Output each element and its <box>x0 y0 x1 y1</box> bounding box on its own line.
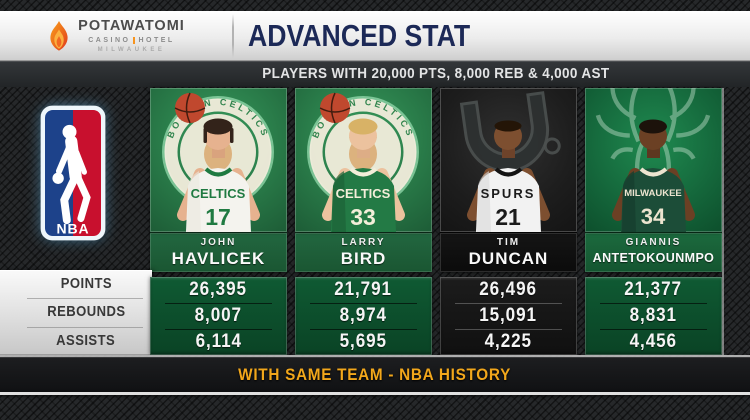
rebounds-value: 8,831 <box>629 305 678 326</box>
player-first-name: LARRY <box>341 237 386 248</box>
right-edge-highlight <box>722 88 724 355</box>
stat-value-row: 5,695 <box>295 329 432 355</box>
jersey-wordmark: SPURS <box>481 186 536 201</box>
player-illustration-havlicek: BOSTON CELTICS CEL <box>162 92 274 232</box>
jersey-wordmark: CELTICS <box>191 186 246 201</box>
nba-logo: NBA <box>38 103 108 243</box>
stat-label-row: REBOUNDS <box>0 298 152 326</box>
stat-value-row: 26,395 <box>150 277 287 303</box>
header-divider <box>232 14 234 58</box>
stat-value-row: 4,456 <box>585 329 722 355</box>
stat-label-assists: ASSISTS <box>56 332 116 349</box>
sponsor-subline: CASINO HOTEL <box>88 37 174 45</box>
player-illustration-duncan: SPURS 21 <box>459 91 561 232</box>
player-last-name: BIRD <box>340 249 387 268</box>
footer-bottom-divider <box>0 392 750 395</box>
jersey-number: 34 <box>641 204 666 229</box>
sponsor-pipe-divider <box>133 37 136 45</box>
sponsor-city: MILWAUKEE <box>97 46 166 53</box>
nba-logo-icon: NBA <box>40 105 106 241</box>
jersey-number: 21 <box>495 204 521 230</box>
player-illustration-bird: BOSTON CELTICS CELTICS 33 <box>307 92 419 232</box>
nba-logo-label: NBA <box>57 220 90 236</box>
stat-value-row: 15,091 <box>440 303 577 329</box>
points-value: 26,395 <box>189 279 248 300</box>
sponsor-casino: CASINO <box>88 36 131 44</box>
player-last-name: DUNCAN <box>468 249 549 268</box>
points-value: 21,377 <box>624 279 683 300</box>
nameplate-havlicek: JOHN HAVLICEK <box>150 232 287 272</box>
player-photo-havlicek: BOSTON CELTICS CEL <box>150 88 287 232</box>
stat-value-row: 4,225 <box>440 329 577 355</box>
nameplate-bird: LARRY BIRD <box>295 232 432 272</box>
stat-label-row: ASSISTS <box>0 326 152 355</box>
player-figure: CELTICS 17 <box>177 118 260 232</box>
stat-value-row: 6,114 <box>150 329 287 355</box>
jersey-number: 33 <box>350 204 376 230</box>
header-bar: POTAWATOMI CASINO HOTEL MILWAUKEE ADVANC… <box>0 11 750 61</box>
stat-value-row: 21,791 <box>295 277 432 303</box>
stats-cell-havlicek: 26,395 8,007 6,114 <box>150 277 287 355</box>
assists-value: 4,456 <box>629 331 678 352</box>
player-first-name: GIANNIS <box>625 237 682 248</box>
stat-label-row: POINTS <box>0 270 152 298</box>
assists-value: 6,114 <box>195 331 242 352</box>
sponsor-logo: POTAWATOMI CASINO HOTEL MILWAUKEE <box>0 11 232 61</box>
player-photo-duncan: SPURS 21 <box>440 88 577 232</box>
jersey-number: 17 <box>205 204 231 230</box>
rebounds-value: 8,007 <box>194 305 243 326</box>
player-last-name: HAVLICEK <box>171 249 266 268</box>
stats-cell-bird: 21,791 8,974 5,695 <box>295 277 432 355</box>
jersey-wordmark: MILWAUKEE <box>624 188 682 199</box>
sponsor-text: POTAWATOMI CASINO HOTEL MILWAUKEE <box>78 17 185 53</box>
subheader-bar: PLAYERS WITH 20,000 PTS, 8,000 REB & 4,0… <box>0 61 750 87</box>
stat-value-row: 26,496 <box>440 277 577 303</box>
assists-value: 5,695 <box>339 331 388 352</box>
points-value: 26,496 <box>479 279 538 300</box>
stats-cell-antetokounmpo: 21,377 8,831 4,456 <box>585 277 722 355</box>
player-card-havlicek: BOSTON CELTICS CEL <box>150 88 287 272</box>
player-card-duncan: SPURS 21 TIM DUNCAN <box>440 88 577 272</box>
footer-note: WITH SAME TEAM - NBA HISTORY <box>238 364 512 384</box>
assists-value: 4,225 <box>484 331 533 352</box>
sponsor-name: POTAWATOMI <box>78 17 185 34</box>
player-card-bird: BOSTON CELTICS CELTICS 33 <box>295 88 432 272</box>
footer-bar: WITH SAME TEAM - NBA HISTORY <box>0 357 750 392</box>
page-title: ADVANCED STAT <box>248 18 471 53</box>
stats-cell-duncan: 26,496 15,091 4,225 <box>440 277 577 355</box>
stat-value-row: 8,007 <box>150 303 287 329</box>
player-figure: SPURS 21 <box>467 120 550 232</box>
player-photo-antetokounmpo: MILWAUKEE 34 <box>585 88 722 232</box>
player-figure: MILWAUKEE 34 <box>612 119 695 232</box>
stat-value-row: 21,377 <box>585 277 722 303</box>
nameplate-duncan: TIM DUNCAN <box>440 232 577 272</box>
stat-label-points: POINTS <box>60 276 112 293</box>
player-card-antetokounmpo: MILWAUKEE 34 GIANNIS ANTETOKOUNMPO <box>585 88 722 272</box>
player-illustration-antetokounmpo: MILWAUKEE 34 <box>595 88 711 232</box>
nba-player-silhouette <box>52 124 91 225</box>
jersey-wordmark: CELTICS <box>336 186 391 201</box>
sponsor-hotel: HOTEL <box>138 36 175 44</box>
rebounds-value: 8,974 <box>339 305 388 326</box>
flame-icon <box>50 20 68 51</box>
nameplate-antetokounmpo: GIANNIS ANTETOKOUNMPO <box>585 232 722 272</box>
stat-value-row: 8,974 <box>295 303 432 329</box>
player-first-name: JOHN <box>200 237 237 248</box>
stat-value-row: 8,831 <box>585 303 722 329</box>
player-photo-bird: BOSTON CELTICS CELTICS 33 <box>295 88 432 232</box>
points-value: 21,791 <box>334 279 393 300</box>
stat-labels-panel: POINTS REBOUNDS ASSISTS <box>0 270 152 355</box>
stat-label-rebounds: REBOUNDS <box>46 304 126 321</box>
qualifier-text: PLAYERS WITH 20,000 PTS, 8,000 REB & 4,0… <box>262 65 610 82</box>
rebounds-value: 15,091 <box>479 305 538 326</box>
player-last-name: ANTETOKOUNMPO <box>592 251 715 265</box>
player-first-name: TIM <box>496 237 521 248</box>
footer-top-divider <box>0 355 750 357</box>
player-figure: CELTICS 33 <box>322 118 405 232</box>
spurs-logo-watermark <box>459 91 561 173</box>
